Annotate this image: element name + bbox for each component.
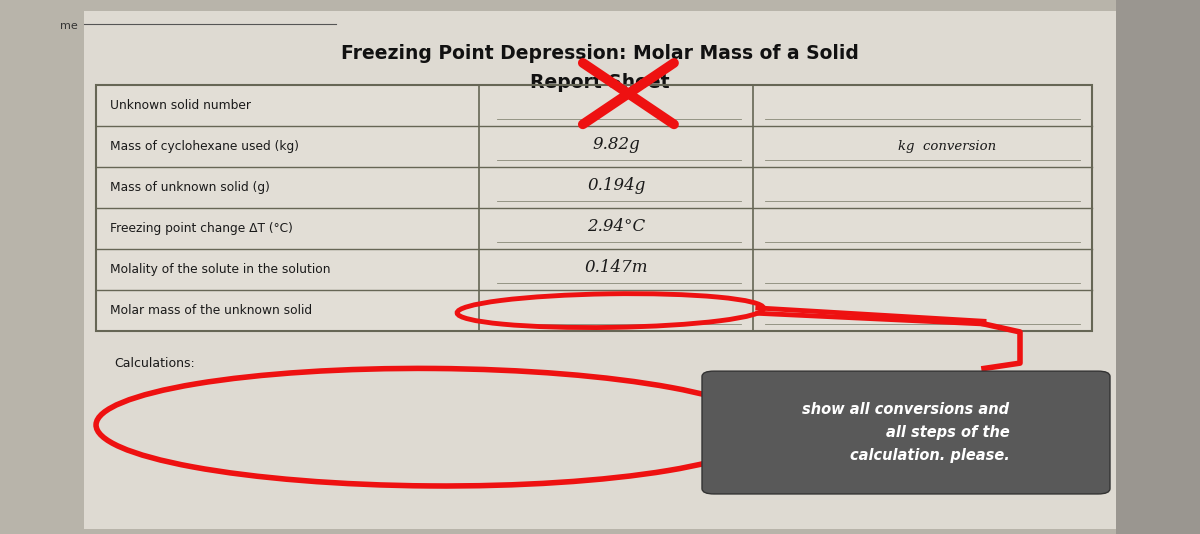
Text: Report Sheet: Report Sheet: [530, 73, 670, 92]
Text: Mass of unknown solid (g): Mass of unknown solid (g): [110, 181, 270, 194]
Text: Molality of the solute in the solution: Molality of the solute in the solution: [110, 263, 331, 276]
Text: Freezing point change ΔT (°C): Freezing point change ΔT (°C): [110, 222, 293, 235]
FancyBboxPatch shape: [1116, 0, 1200, 534]
Text: show all conversions and
all steps of the
calculation. please.: show all conversions and all steps of th…: [803, 402, 1009, 464]
Text: Freezing Point Depression: Molar Mass of a Solid: Freezing Point Depression: Molar Mass of…: [341, 44, 859, 63]
Text: 2.94°C: 2.94°C: [587, 217, 646, 234]
Text: 9.82g: 9.82g: [593, 136, 641, 153]
FancyBboxPatch shape: [702, 371, 1110, 494]
Text: Calculations:: Calculations:: [114, 357, 194, 370]
Text: 0.194g: 0.194g: [587, 177, 646, 194]
Text: Molar mass of the unknown solid: Molar mass of the unknown solid: [110, 304, 312, 317]
Text: 0.147m: 0.147m: [584, 258, 648, 276]
Text: Mass of cyclohexane used (kg): Mass of cyclohexane used (kg): [110, 140, 300, 153]
FancyBboxPatch shape: [0, 0, 84, 534]
Text: Unknown solid number: Unknown solid number: [110, 99, 252, 113]
Text: kg  conversion: kg conversion: [898, 140, 996, 153]
FancyBboxPatch shape: [96, 85, 1092, 331]
Bar: [96, 85, 1092, 331]
Text: me: me: [60, 21, 78, 32]
FancyBboxPatch shape: [48, 11, 1140, 529]
